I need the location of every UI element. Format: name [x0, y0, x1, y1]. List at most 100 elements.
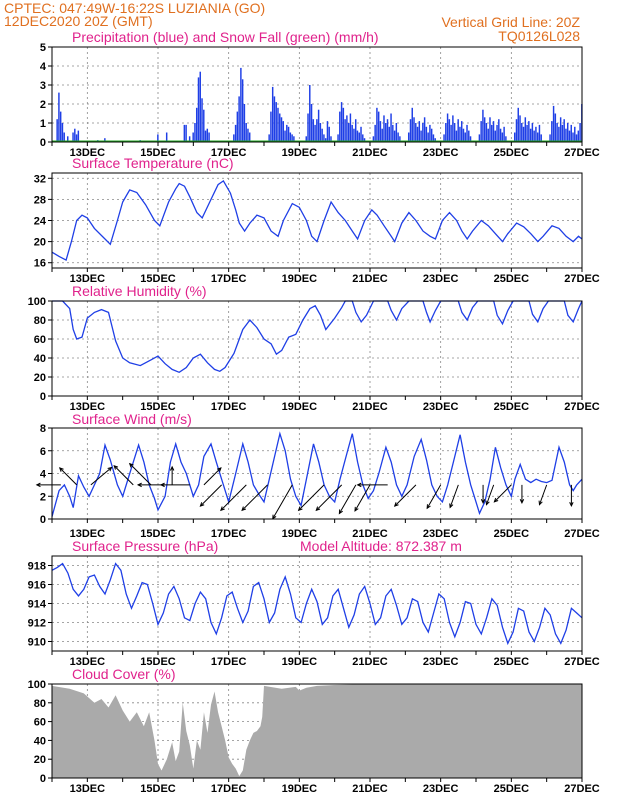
precip-bar	[358, 132, 360, 142]
wind-arrow-head	[538, 500, 543, 506]
precip-xtick-label: 19DEC	[282, 147, 318, 159]
precip-bar	[574, 126, 576, 142]
precip-bar	[188, 136, 191, 142]
temp-xtick-label: 23DEC	[423, 273, 459, 285]
precip-bar	[429, 124, 431, 142]
wind-xtick-label: 13DEC	[70, 528, 106, 540]
precip-bar	[270, 111, 272, 142]
precip-bar	[468, 130, 470, 142]
rh-xtick-label: 23DEC	[423, 401, 459, 413]
precip-bar	[498, 119, 500, 142]
precip-bar	[579, 123, 581, 142]
temp-xtick-label: 27DEC	[564, 273, 600, 285]
precip-bar	[77, 130, 80, 142]
precip-bar	[533, 130, 535, 142]
precip-bar	[397, 132, 399, 142]
wind-arrow-shaft	[315, 484, 343, 511]
precip-bar	[349, 113, 352, 142]
precip-bar	[395, 123, 398, 142]
precip-bar	[457, 119, 459, 142]
precip-bar	[540, 134, 542, 142]
precip-bar	[522, 126, 525, 142]
wind-title: Surface Wind (m/s)	[72, 411, 192, 427]
wind-arrow	[538, 484, 548, 506]
wind-arrow	[113, 464, 134, 486]
pressure-xtick-label: 19DEC	[282, 656, 318, 668]
precip-bar	[559, 117, 562, 142]
precip-bar	[415, 123, 417, 142]
pressure-ytick-label: 914	[28, 599, 47, 611]
wind-arrow-shaft	[129, 463, 152, 486]
precip-bar	[422, 123, 424, 142]
precip-bar	[199, 71, 201, 142]
precip-bar	[328, 126, 330, 142]
wind-arrow-head	[569, 502, 574, 508]
wind-arrow-head	[315, 506, 321, 512]
precip-bar	[469, 136, 472, 142]
precip-bar	[203, 109, 205, 142]
precip-bar	[423, 117, 426, 142]
precip-bar	[372, 136, 375, 142]
precip-bar	[418, 121, 421, 142]
precip-bar	[197, 77, 200, 142]
wind-arrow	[338, 484, 357, 515]
precip-bar	[494, 130, 497, 142]
pressure-xtick-label: 13DEC	[70, 656, 106, 668]
precip-bar	[521, 123, 523, 142]
wind-arrow	[354, 484, 371, 512]
wind-ytick-label: 2	[40, 491, 46, 503]
rh-ytick-label: 60	[34, 334, 46, 346]
wind-arrow-head	[58, 467, 64, 472]
precip-ytick-label: 4	[40, 61, 47, 73]
wind-arrow	[220, 484, 247, 512]
precip-bar	[462, 128, 465, 142]
precip-bar	[558, 126, 560, 142]
pressure-xtick-label: 17DEC	[211, 656, 247, 668]
precip-bar	[268, 134, 270, 142]
temp-xtick-label: 15DEC	[140, 273, 176, 285]
wind-arrow-head	[169, 465, 175, 471]
pressure-xtick-label: 23DEC	[423, 656, 459, 668]
precip-bar	[354, 119, 357, 142]
precip-bar	[492, 121, 495, 142]
cloud-xtick-label: 27DEC	[564, 783, 600, 795]
rh-xtick-label: 17DEC	[211, 401, 247, 413]
precip-bar	[526, 124, 528, 142]
precip-bar	[201, 98, 203, 142]
precip-ytick-label: 0	[40, 137, 46, 149]
precip-ytick-label: 3	[40, 80, 46, 92]
precip-bar	[323, 134, 325, 142]
precip-ytick-label: 2	[40, 99, 46, 111]
precip-bar	[344, 119, 346, 142]
wind-arrow-shaft	[203, 467, 222, 486]
wind-arrow-head	[354, 506, 359, 512]
precip-bar	[531, 123, 534, 142]
cloud-xtick-label: 25DEC	[494, 783, 530, 795]
precip-bar	[234, 124, 237, 142]
precip-bar	[390, 113, 392, 142]
precip-bar	[273, 96, 276, 142]
cloud-xtick-label: 15DEC	[140, 783, 176, 795]
temp-ytick-label: 16	[34, 258, 46, 270]
precip-bar	[339, 111, 341, 142]
precip-bar	[407, 132, 410, 142]
precip-bar	[445, 123, 447, 142]
pressure-ytick-label: 916	[28, 580, 46, 592]
rh-title: Relative Humidity (%)	[72, 283, 207, 299]
temp-xtick-label: 13DEC	[70, 273, 106, 285]
precip-bar	[499, 128, 502, 142]
wind-arrow-shaft	[338, 484, 357, 514]
wind-arrow-shaft	[59, 467, 78, 486]
precip-bar	[330, 136, 332, 142]
wind-arrow	[569, 484, 574, 508]
cloud-ytick-label: 100	[28, 679, 46, 691]
pressure-xtick-label: 25DEC	[494, 656, 530, 668]
wind-arrow	[35, 482, 61, 488]
wind-arrow	[241, 484, 268, 512]
precip-bar	[157, 134, 159, 142]
precip-bar	[478, 134, 481, 142]
precip-bar	[393, 130, 396, 142]
cloud-title: Cloud Cover (%)	[72, 666, 175, 682]
wind-arrow-shaft	[449, 484, 459, 508]
precip-bar	[337, 134, 339, 142]
